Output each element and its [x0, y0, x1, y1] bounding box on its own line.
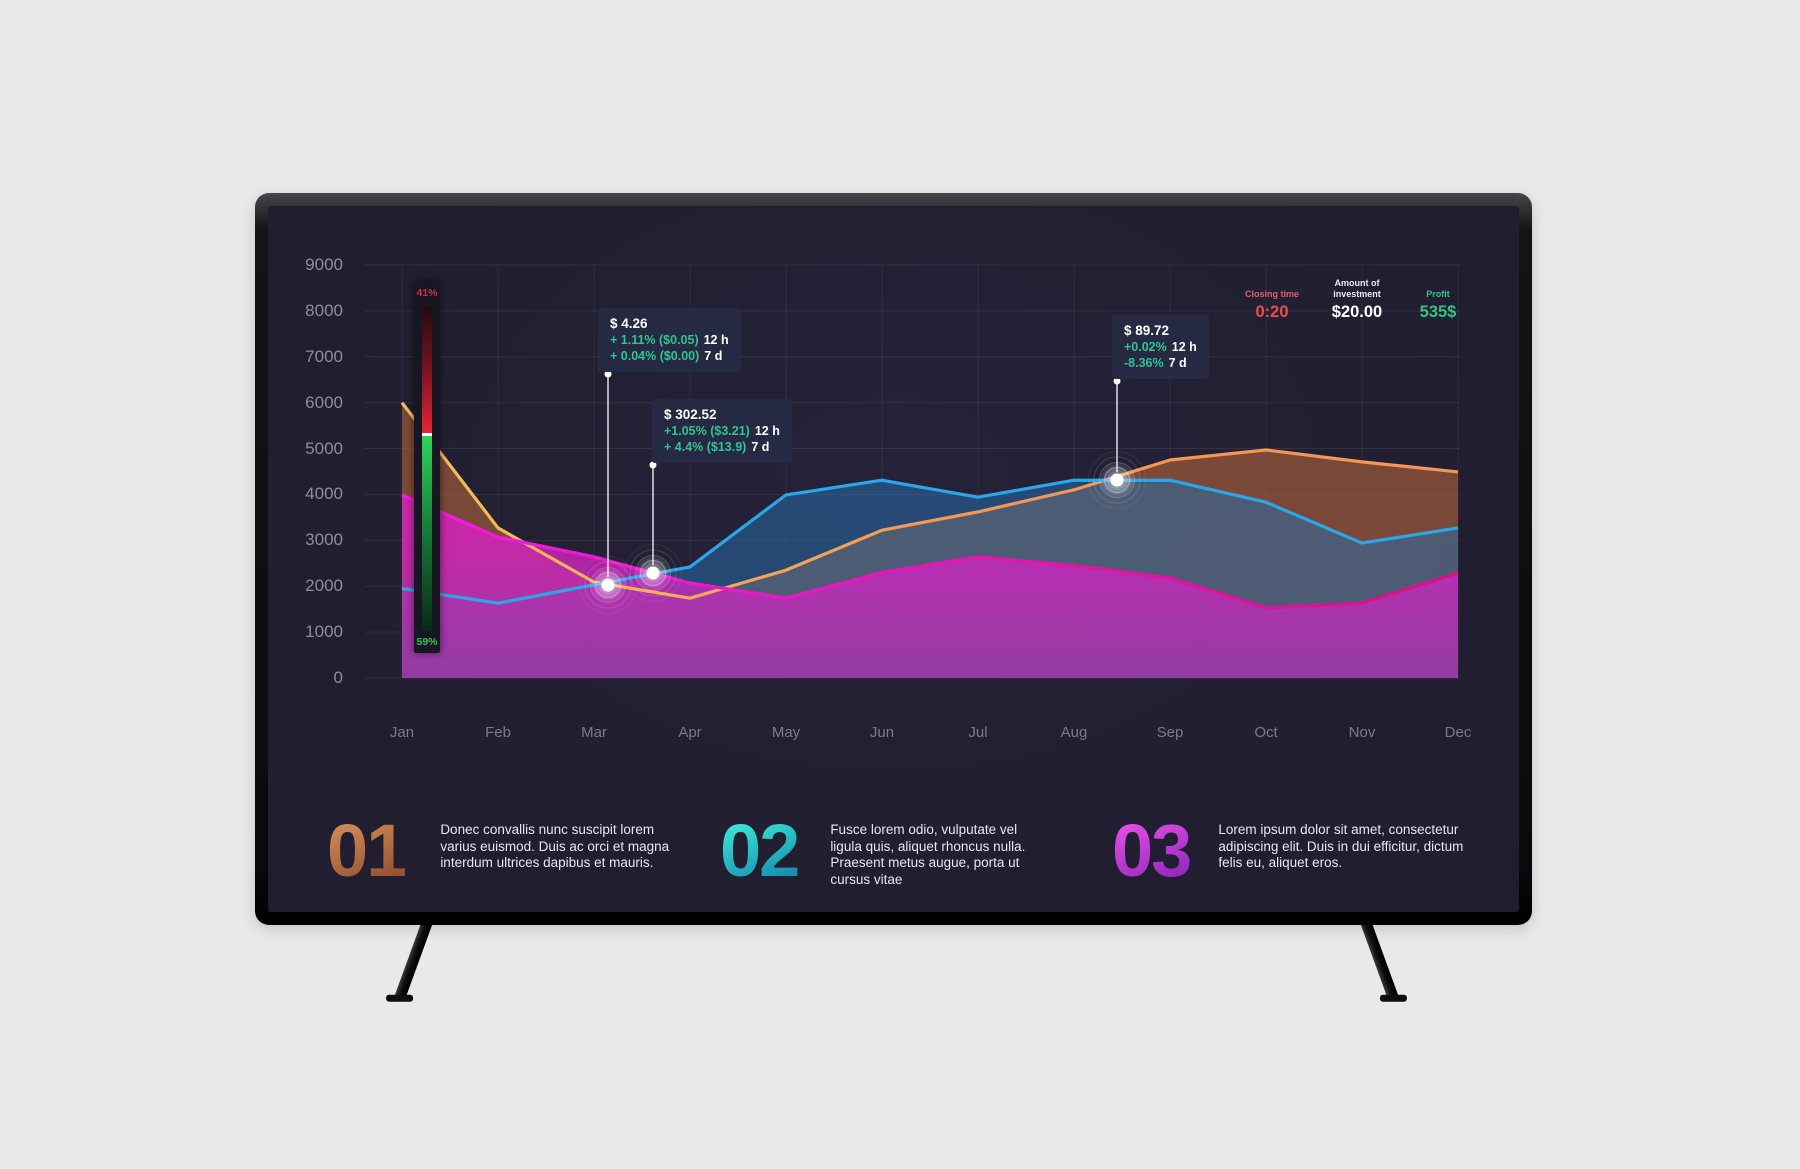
investment-info: Closing time 0:20 Amount of investment $20.…	[1243, 277, 1463, 322]
y-axis-label: 3000	[305, 530, 343, 550]
x-axis-label: Dec	[1444, 724, 1472, 741]
line-blue	[401, 478, 1459, 605]
glow-ring	[629, 549, 677, 597]
line-magenta	[401, 493, 1459, 610]
tooltip-change: -8.36%	[1124, 356, 1164, 370]
tooltip-price: $ 302.52	[664, 407, 717, 422]
section-item: 03 Lorem ipsum dolor sit amet, consectetu…	[1112, 809, 1474, 892]
info-value: 0:20	[1255, 303, 1289, 321]
x-axis-label: Nov	[1348, 724, 1376, 741]
glow-ring	[594, 571, 622, 599]
tooltip-period: 7 d	[1168, 356, 1187, 370]
glow-ring	[1093, 456, 1141, 504]
y-axis-label: 4000	[305, 484, 343, 504]
info-column: Amount of investment $20.00	[1314, 277, 1400, 322]
section-number: 01	[327, 809, 407, 892]
tooltip-change: +0.02%	[1124, 340, 1167, 354]
x-axis-label: Jan	[389, 724, 415, 741]
glow-marker	[601, 578, 615, 592]
x-axis-label: Feb	[485, 724, 511, 741]
glow-ring	[578, 555, 638, 615]
gauge-divider	[422, 433, 432, 436]
y-axis-label: 6000	[305, 392, 343, 412]
y-axis-label: 9000	[305, 255, 343, 274]
tooltip-period: 12 h	[1171, 340, 1197, 354]
section-text: Fusce lorem odio, vulputate vel ligula q…	[830, 822, 1026, 887]
tooltip-change: + 4.4% ($13.9)	[664, 440, 747, 454]
y-axis-label: 7000	[305, 346, 343, 366]
x-axis-label: Sep	[1156, 724, 1184, 741]
glow-ring	[634, 554, 672, 592]
gauge-red-bar	[422, 307, 432, 433]
tooltip-row: +1.05% ($3.21) 12 h	[664, 423, 780, 439]
info-label: Profit	[1426, 288, 1450, 299]
gauge-bottom-label: 59%	[416, 636, 438, 648]
tv-stand-left-leg	[394, 914, 435, 999]
glow-ring	[1087, 450, 1147, 510]
section-item: 02 Fusce lorem odio, vulputate vel ligula…	[720, 809, 1052, 892]
glow-ring	[584, 561, 632, 609]
gauge-green-bar	[422, 436, 432, 631]
y-axis-label: 8000	[305, 300, 343, 320]
x-axis-label: Oct	[1254, 724, 1278, 741]
tv-stand-right-leg	[1358, 914, 1399, 999]
x-axis-label: Aug	[1060, 724, 1088, 741]
tooltip-period: 12 h	[754, 424, 780, 438]
x-axis-label: Apr	[678, 724, 702, 741]
tooltip-price: $ 89.72	[1124, 323, 1170, 338]
x-axis-label: Jul	[968, 724, 988, 741]
info-value: $20.00	[1331, 303, 1383, 321]
price-tooltip: $ 4.26 + 1.11% ($0.05) 12 h + 0.04% ($0.00)…	[598, 308, 741, 372]
area-chart	[365, 264, 1460, 679]
glow-marker	[646, 566, 660, 580]
info-column: Profit 535$	[1413, 277, 1463, 322]
gauge-top-label: 41%	[416, 287, 438, 299]
tooltip-price: $ 4.26	[610, 316, 648, 331]
tooltip-change: +1.05% ($3.21)	[664, 424, 750, 438]
tooltip-period: 7 d	[704, 349, 723, 363]
price-tooltip: $ 89.72 +0.02% 12 h -8.36% 7 d	[1112, 315, 1209, 379]
x-axis-label: May	[771, 724, 801, 741]
glow-ring	[639, 559, 667, 587]
info-label: Amount of investment	[1333, 278, 1381, 299]
glow-ring	[623, 543, 683, 603]
tooltip-change: + 0.04% ($0.00)	[610, 349, 700, 363]
section-item: 01 Donec convallis nunc suscipit lorem va…	[327, 809, 692, 892]
dashboard-screen: 0 1000 2000 3000 4000 5000 6000 7000 8000 9000 Ja…	[268, 206, 1519, 912]
section-text: Lorem ipsum dolor sit amet, consectetur …	[1218, 822, 1464, 870]
price-tooltip: $ 302.52 +1.05% ($3.21) 12 h + 4.4% ($13.9)…	[652, 399, 792, 463]
info-column: Closing time 0:20	[1243, 277, 1301, 322]
y-axis-label: 2000	[305, 576, 343, 596]
tooltip-row: +0.02% 12 h	[1124, 339, 1197, 355]
tv-frame: 0 1000 2000 3000 4000 5000 6000 7000 8000 9000 Ja…	[255, 193, 1532, 925]
glow-ring	[589, 566, 627, 604]
tooltip-connector-dot	[1113, 377, 1121, 385]
tooltip-period: 7 d	[751, 440, 770, 454]
gauge: 41% 59%	[414, 281, 440, 653]
y-axis-label: 5000	[305, 438, 343, 458]
y-axis-label: 1000	[305, 622, 343, 642]
section-text: Donec convallis nunc suscipit lorem vari…	[440, 822, 670, 870]
y-axis-label: 0	[333, 668, 343, 687]
tooltip-period: 12 h	[703, 333, 729, 347]
x-axis-label: Jun	[869, 724, 895, 741]
info-value: 535$	[1419, 303, 1457, 321]
info-label: Closing time	[1244, 288, 1299, 299]
tooltip-row: + 0.04% ($0.00) 7 d	[610, 348, 729, 364]
x-axis-label: Mar	[581, 724, 607, 741]
tooltip-row: + 1.11% ($0.05) 12 h	[610, 332, 729, 348]
tooltip-change: + 1.11% ($0.05)	[610, 333, 699, 347]
area-magenta	[402, 494, 1458, 678]
glow-ring	[1098, 461, 1136, 499]
tooltip-connector-dot	[649, 461, 657, 469]
line-orange	[400, 401, 1459, 600]
tooltip-connector-dot	[604, 370, 612, 378]
section-number: 03	[1112, 809, 1192, 892]
glow-marker	[1110, 473, 1124, 487]
section-number: 02	[720, 809, 800, 892]
tooltip-row: -8.36% 7 d	[1124, 355, 1197, 371]
glow-ring	[1103, 466, 1131, 494]
tooltip-row: + 4.4% ($13.9) 7 d	[664, 439, 780, 455]
